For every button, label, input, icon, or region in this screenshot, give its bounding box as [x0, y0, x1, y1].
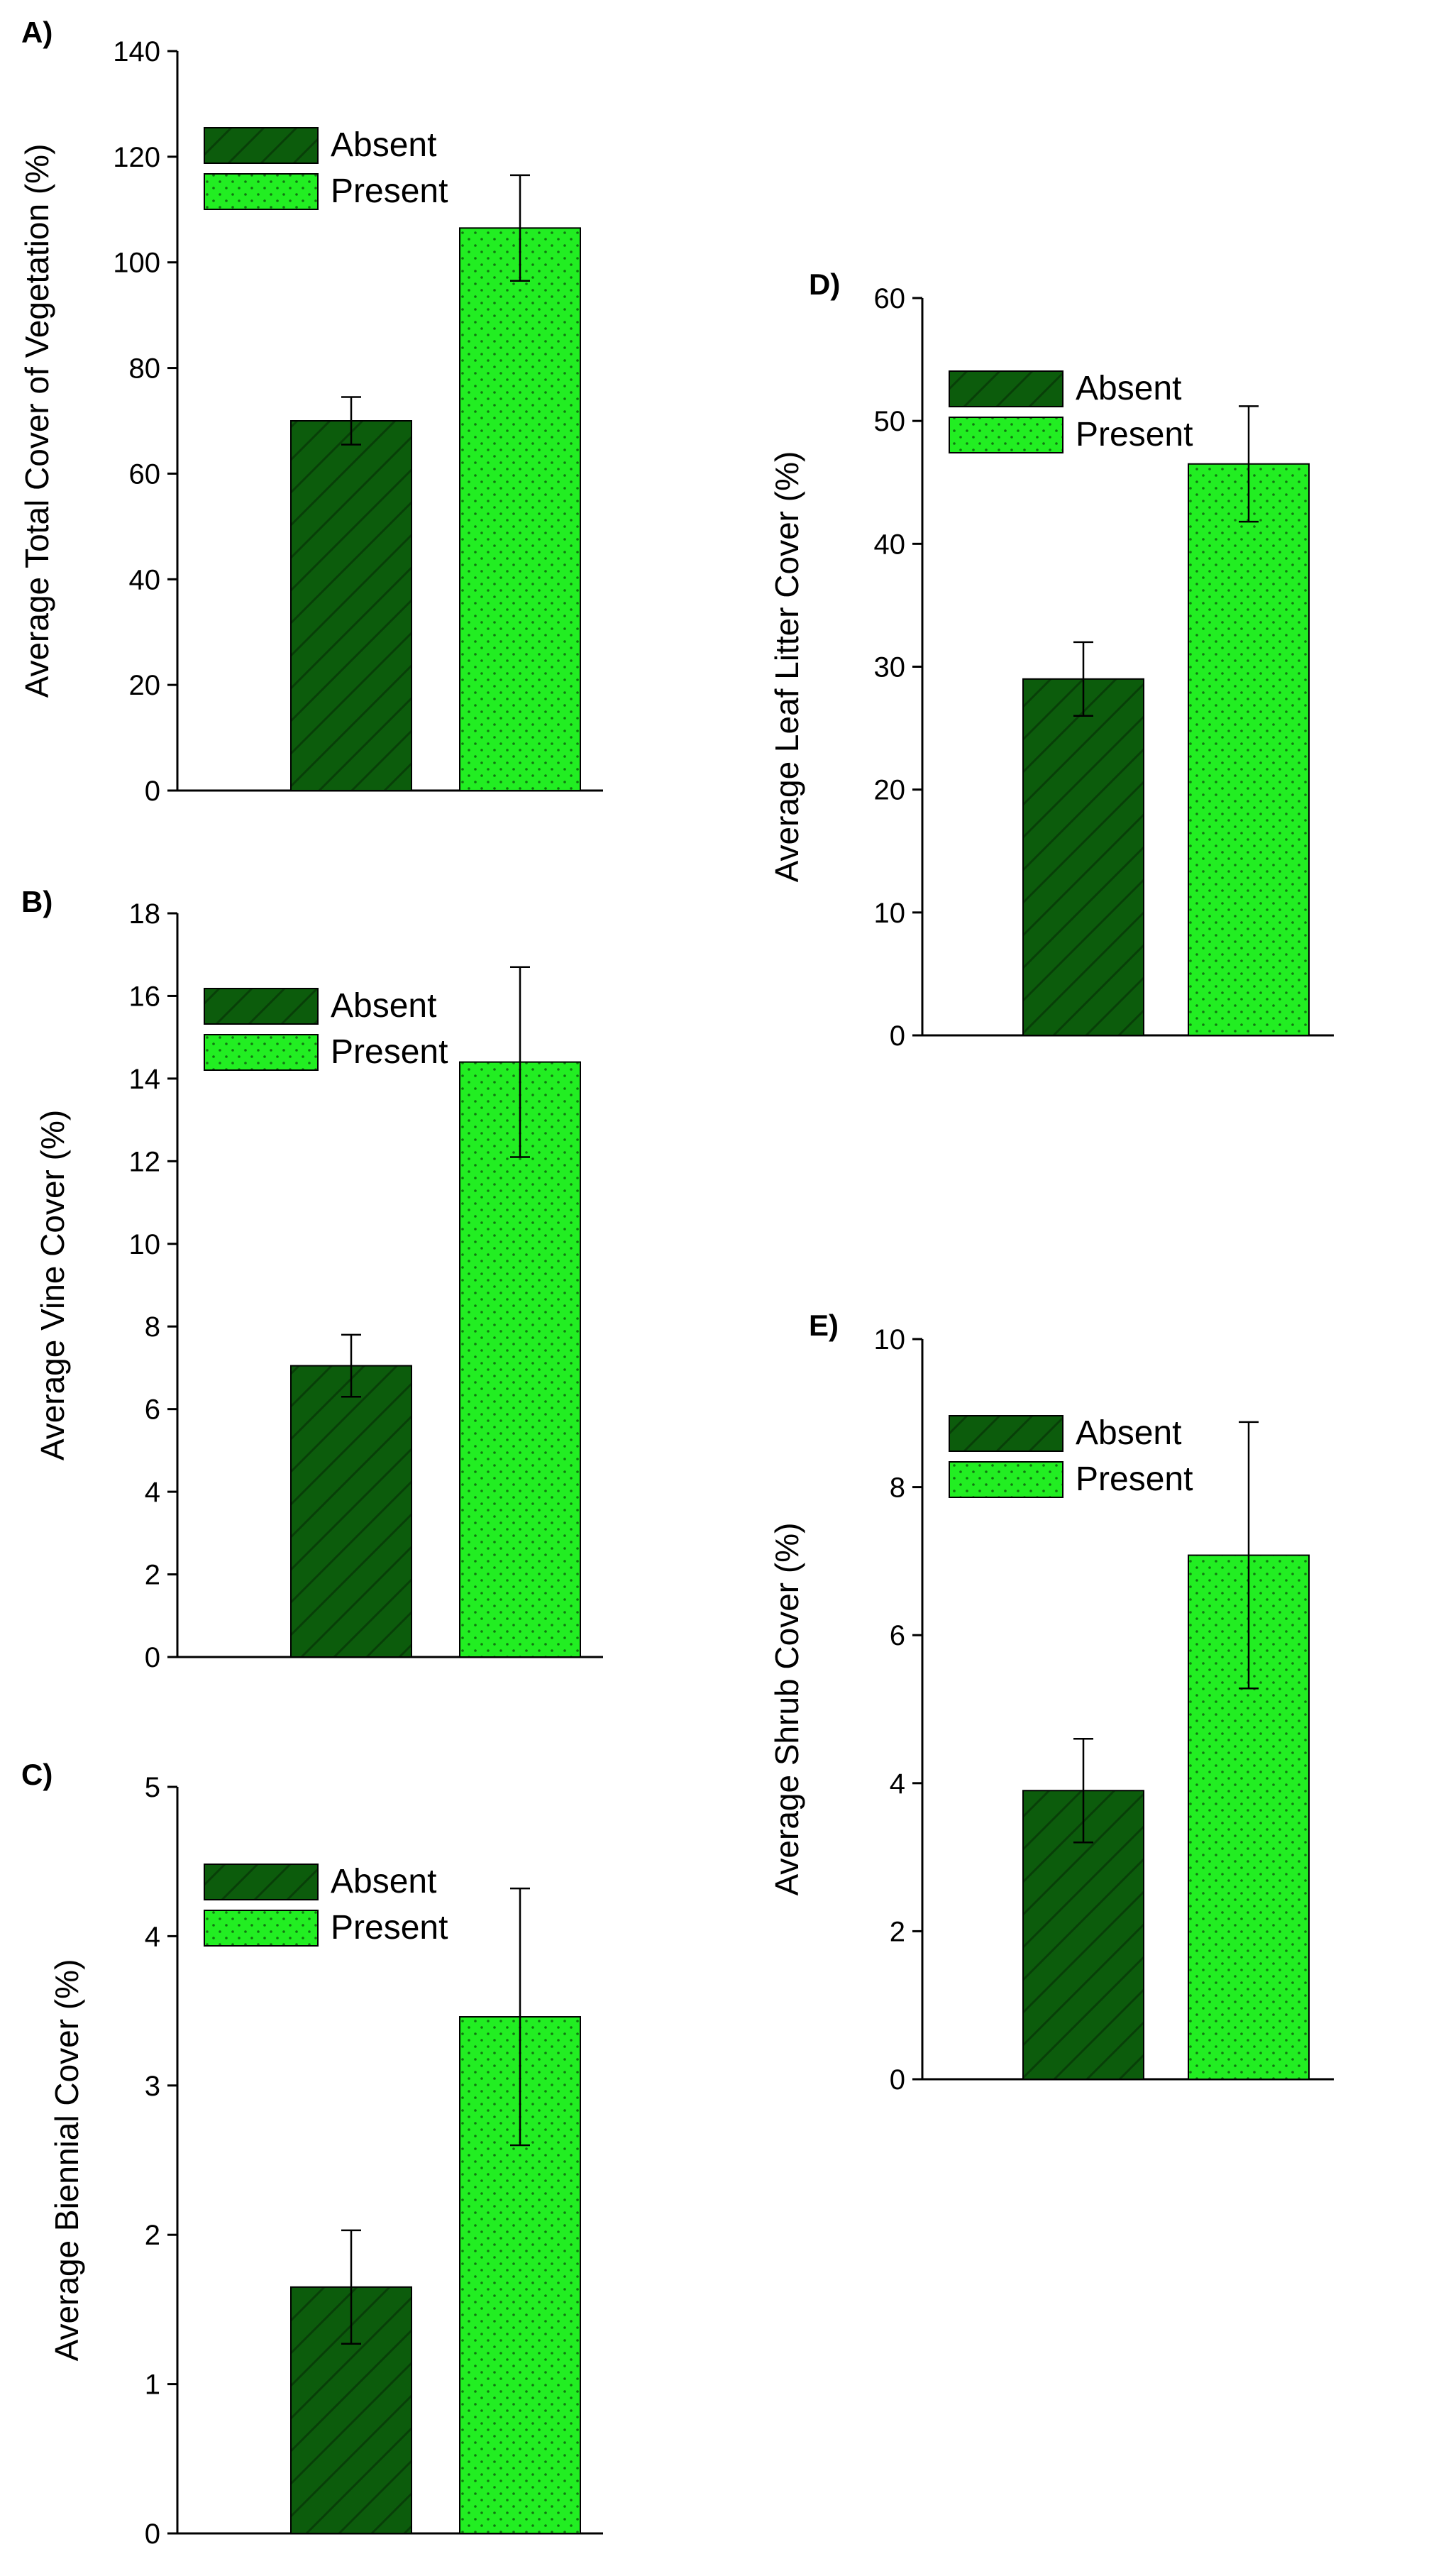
y-tick-label: 16 — [129, 981, 161, 1012]
legend-swatch-present — [949, 417, 1063, 453]
bar-absent — [290, 420, 412, 791]
y-tick-label: 2 — [145, 1560, 160, 1591]
legend-swatch-present — [949, 1461, 1063, 1498]
bar-present — [459, 227, 581, 792]
bar-absent — [1022, 678, 1144, 1036]
y-tick-label: 30 — [874, 652, 906, 683]
y-tick-label: 14 — [129, 1064, 161, 1095]
y-tick-label: 60 — [874, 283, 906, 314]
y-tick-label: 4 — [145, 1477, 160, 1508]
y-axis-title: Average Biennial Cover (%) — [48, 1959, 85, 2362]
legend-label-present: Present — [1076, 416, 1193, 453]
y-tick-label: 6 — [890, 1620, 905, 1651]
y-tick-label: 40 — [874, 529, 906, 560]
y-tick-label: 0 — [145, 776, 160, 807]
y-tick-label: 12 — [129, 1146, 161, 1177]
legend-swatch-present — [204, 1034, 319, 1071]
y-tick-label: 8 — [890, 1473, 905, 1504]
panel-e: E) 0 2 4 6 8 10 Average Shrub Cover (%) Absent Pr… — [768, 1309, 1334, 2096]
legend-label-absent: Absent — [331, 1863, 436, 1900]
y-tick-label: 50 — [874, 406, 906, 437]
y-tick-label: 20 — [874, 775, 906, 806]
legend-swatch-present — [204, 173, 319, 210]
y-tick-label: 6 — [145, 1394, 160, 1426]
y-tick-label: 40 — [129, 564, 161, 595]
legend-swatch-absent — [204, 1864, 319, 1900]
y-axis-title: Average Leaf Litter Cover (%) — [768, 451, 805, 883]
legend-label-present: Present — [1076, 1460, 1193, 1498]
panel-label: C) — [21, 1758, 53, 1791]
bar-present — [1188, 1554, 1310, 2080]
legend-label-present: Present — [331, 1909, 448, 1947]
y-tick-label: 140 — [113, 36, 160, 67]
legend-label-present: Present — [331, 172, 448, 210]
y-tick-label: 2 — [145, 2220, 160, 2251]
y-tick-label: 2 — [890, 1916, 905, 1947]
panel-b: B) 0 2 4 6 8 10 12 14 16 18 Average Vine Cover (%) A… — [21, 885, 603, 1673]
y-tick-label: 1 — [145, 2369, 160, 2401]
y-tick-label: 0 — [890, 2064, 905, 2096]
y-tick-label: 60 — [129, 458, 161, 490]
y-tick-label: 10 — [874, 1324, 906, 1355]
panel-label: A) — [21, 16, 53, 49]
y-axis-title: Average Shrub Cover (%) — [768, 1523, 805, 1896]
y-tick-label: 8 — [145, 1311, 160, 1343]
y-tick-label: 18 — [129, 898, 161, 930]
legend-label-absent: Absent — [331, 987, 436, 1025]
y-tick-label: 5 — [145, 1772, 160, 1803]
y-axis-title: Average Total Cover of Vegetation (%) — [18, 144, 55, 698]
panel-d: D) 0 10 20 30 40 50 60 Average Leaf Litter Cover… — [768, 268, 1334, 1052]
legend-label-absent: Absent — [1076, 1414, 1181, 1452]
y-tick-label: 3 — [145, 2071, 160, 2102]
legend-swatch-present — [204, 1910, 319, 1947]
panel-c: C) 0 1 2 3 4 5 Average Biennial Cover (%) Absent… — [21, 1758, 603, 2550]
panel-label: E) — [809, 1309, 839, 1342]
legend-swatch-absent — [949, 1415, 1063, 1452]
y-axis-title: Average Vine Cover (%) — [34, 1110, 71, 1460]
y-tick-label: 0 — [890, 1020, 905, 1052]
bar-present — [1188, 463, 1310, 1036]
y-tick-label: 4 — [145, 1921, 160, 1952]
panel-a: A) 0 20 40 60 80 100 120 140 Average Total Cover … — [18, 16, 603, 807]
legend-label-absent: Absent — [331, 126, 436, 164]
y-tick-label: 20 — [129, 670, 161, 701]
panel-label: B) — [21, 885, 53, 918]
y-tick-label: 100 — [113, 248, 160, 279]
bar-absent — [290, 1365, 412, 1658]
y-tick-label: 120 — [113, 142, 160, 173]
legend-swatch-absent — [949, 370, 1063, 407]
legend-swatch-absent — [204, 127, 319, 164]
panel-label: D) — [809, 268, 840, 301]
y-tick-label: 80 — [129, 353, 161, 385]
y-tick-label: 10 — [874, 898, 906, 929]
legend-label-absent: Absent — [1076, 370, 1181, 407]
y-tick-label: 0 — [145, 2519, 160, 2550]
y-tick-label: 4 — [890, 1768, 905, 1800]
bar-present — [459, 1061, 581, 1658]
y-tick-label: 0 — [145, 1642, 160, 1673]
legend-swatch-absent — [204, 988, 319, 1025]
legend-label-present: Present — [331, 1033, 448, 1071]
y-tick-label: 10 — [129, 1229, 161, 1260]
